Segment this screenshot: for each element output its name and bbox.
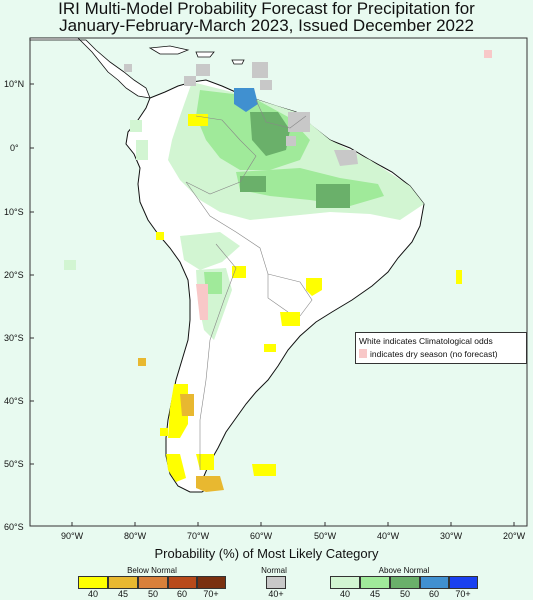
lat-label: 0° (10, 143, 19, 153)
lat-label: 20°S (4, 270, 24, 280)
lon-label: 30°W (440, 531, 463, 541)
above-tick: 40 (339, 589, 350, 599)
below-60-swatch (168, 576, 197, 589)
lon-label: 60°W (250, 531, 273, 541)
lat-label: 10°N (4, 79, 24, 89)
lat-label: 60°S (4, 522, 24, 532)
lon-label: 20°W (503, 531, 526, 541)
country-borders (185, 99, 313, 470)
above-normal-50-regions (240, 112, 350, 208)
above-60-swatch (420, 576, 449, 589)
below-normal-label: Below Normal (127, 566, 177, 575)
caribbean-islands (148, 45, 245, 65)
above-normal-label: Above Normal (378, 566, 430, 575)
below-45-swatch (108, 576, 138, 589)
lon-label: 40°W (377, 531, 400, 541)
longitude-axis: 90°W 80°W 70°W 60°W 50°W 40°W 30°W 20°W (61, 522, 526, 541)
lon-label: 50°W (314, 531, 337, 541)
normal-tick: 40+ (268, 589, 284, 599)
above-tick: 70+ (455, 589, 471, 599)
lat-label: 10°S (4, 207, 24, 217)
below-normal-45-regions (138, 358, 224, 492)
normal-swatch (266, 576, 286, 589)
above-tick: 60 (428, 589, 439, 599)
above-tick: 45 (369, 589, 380, 599)
map-title-line1: IRI Multi-Model Probability Forecast for… (58, 0, 475, 18)
lon-label: 90°W (61, 531, 84, 541)
above-70-swatch (449, 576, 478, 589)
lat-label: 30°S (4, 333, 24, 343)
lat-label: 40°S (4, 396, 24, 406)
below-70-swatch (197, 576, 226, 589)
dry-season-note: indicates dry season (no forecast) (370, 349, 498, 359)
above-normal-60-regions (234, 88, 258, 112)
normal-label: Normal (261, 566, 287, 575)
climatological-odds-note: White indicates Climatological odds (359, 336, 493, 346)
dry-season-swatch (359, 349, 367, 358)
below-tick: 60 (176, 589, 187, 599)
lon-label: 70°W (187, 531, 210, 541)
below-40-swatch (78, 576, 108, 589)
below-tick: 45 (117, 589, 128, 599)
map-title-line2: January-February-March 2023, Issued Dece… (59, 16, 474, 35)
below-50-swatch (138, 576, 168, 589)
latitude-axis: 10°N 0° 10°S 20°S 30°S 40°S 50°S 60°S (4, 79, 34, 532)
lat-label: 50°S (4, 459, 24, 469)
normal-regions (124, 62, 358, 166)
above-45-swatch (360, 576, 390, 589)
above-tick: 50 (399, 589, 410, 599)
dry-season-legend-box: White indicates Climatological odds indi… (355, 332, 527, 364)
lon-label: 80°W (124, 531, 147, 541)
below-tick: 50 (147, 589, 158, 599)
below-tick: 40 (87, 589, 98, 599)
legend-title: Probability (%) of Most Likely Category (154, 546, 379, 561)
dry-season-regions (196, 50, 492, 320)
below-tick: 70+ (203, 589, 219, 599)
above-50-swatch (390, 576, 420, 589)
above-40-swatch (330, 576, 360, 589)
